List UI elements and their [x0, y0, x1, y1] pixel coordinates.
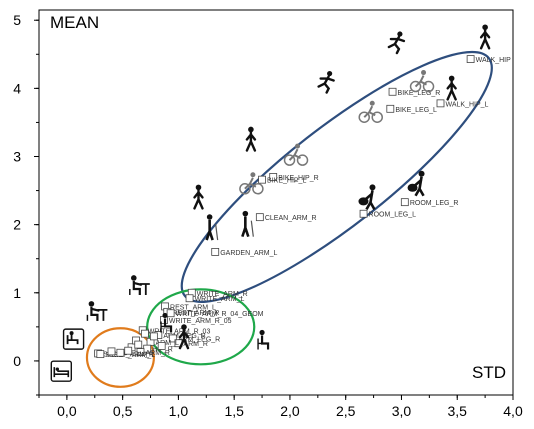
data-point-label: CLEAN_ARM_R [265, 215, 317, 222]
cyclist-icon [283, 143, 309, 166]
data-point-label: ROOM_LEG_R [410, 200, 459, 207]
std-label: STD [472, 363, 506, 382]
x-tick-label: 0,5 [113, 403, 133, 419]
vacuum-person-icon [407, 170, 425, 197]
plot-frame [38, 9, 514, 396]
data-point-label: WALK_HIP [476, 57, 511, 64]
data-point-label: SLEEP_ARM_L [105, 352, 155, 359]
mean-label: MEAN [50, 13, 99, 32]
data-point [107, 347, 116, 356]
y-tick-label: 1 [13, 285, 21, 301]
walking-person-icon [193, 184, 204, 210]
data-point-label: ARM_LEG_R [178, 336, 220, 343]
data-point-label: ARM_L [156, 340, 179, 347]
vacuum-person-icon [358, 184, 376, 211]
x-tick-label: 2,5 [336, 403, 356, 419]
y-tick-label: 2 [13, 217, 21, 233]
data-point-label: REST_ARM_R [172, 310, 219, 317]
data-point-label: ARM_R [145, 350, 170, 357]
data-point-label: BIKE_HIP_L [267, 178, 306, 185]
data-point [134, 340, 143, 349]
data-point [388, 87, 397, 96]
data-point [185, 294, 194, 303]
data-point-label: HIP_R [152, 347, 173, 354]
data-point [157, 342, 166, 350]
data-point [436, 99, 445, 108]
x-tick-label: 3,5 [448, 403, 468, 419]
data-point [258, 175, 266, 184]
y-tick-label: 4 [13, 80, 21, 96]
data-point-label: WRITE_ARM_R_03 [148, 328, 211, 335]
data-point [136, 348, 145, 356]
walking-person-icon [245, 126, 257, 152]
gardening-person-icon [205, 214, 219, 241]
y-tick-label: 0 [13, 353, 21, 369]
data-point [96, 350, 105, 359]
data-point [269, 173, 278, 181]
y-tick-label: 5 [13, 12, 21, 28]
seated-person-icon [257, 329, 270, 350]
data-point [166, 309, 175, 318]
activity-icons [50, 24, 491, 382]
data-point [168, 334, 177, 343]
y-tick-label: 3 [13, 149, 21, 165]
high-activity-cluster-ellipse [180, 50, 493, 303]
data-point [149, 332, 158, 341]
data-point [359, 209, 368, 218]
data-point-label: SLEEP_ARM_R [103, 351, 154, 358]
data-point-label: BIKE_HIP_R [278, 175, 318, 182]
walking-person-icon [446, 75, 457, 101]
running-person-icon [387, 31, 406, 55]
data-point-label: BIKE_LEG_L [395, 107, 437, 114]
data-point-label: WALK_HIP_L [446, 101, 489, 108]
data-point [211, 248, 220, 256]
data-point-label: WRITE_ARM_R_04_GEOM [176, 311, 264, 318]
data-point-label: GARDEN_ARM_L [220, 250, 277, 257]
bed-icon [50, 360, 73, 382]
data-point-label: ROOM_LEG_L [369, 212, 417, 219]
walking-person-icon [479, 24, 491, 50]
data-point [386, 104, 395, 113]
x-tick-label: 3,0 [392, 403, 412, 419]
desk-work-icon [86, 301, 108, 321]
plot-area [38, 9, 514, 396]
data-point [124, 346, 133, 355]
standing-person-icon [178, 324, 190, 350]
desk-work-icon [129, 275, 150, 295]
data-point [400, 198, 409, 207]
data-points: WALK_HIP BIKE_LEG_R BIKE_LEG_L WALK_HIP_L BI… [94, 55, 511, 359]
data-point-label: BIKE_LEG_R [398, 90, 441, 97]
x-tick-label: 0,0 [57, 403, 77, 419]
data-point [466, 55, 475, 63]
cyclist-icon [409, 70, 435, 93]
x-tick-label: 4,0 [503, 403, 523, 419]
data-point-label: WRITE_ARM_L [195, 296, 245, 303]
rest-cluster-ellipse [85, 327, 155, 388]
data-point-label: REST_ARM_L [170, 304, 216, 311]
data-point [141, 329, 149, 338]
cleaning-person-icon [241, 210, 254, 238]
x-tick-label: 1,0 [169, 403, 189, 419]
data-point-label: WRITE_ARM_R [197, 291, 248, 298]
data-point [255, 213, 264, 222]
data-point-label: WRITE_ARM_R_05 [169, 318, 232, 325]
data-point [116, 348, 125, 357]
cyclist-icon [358, 100, 383, 123]
light-activity-cluster-ellipse [146, 288, 256, 366]
armchair-icon [62, 328, 85, 350]
y-axis: 0 1 2 3 4 5 [13, 12, 39, 396]
cyclist-icon [239, 172, 264, 195]
x-axis: 0,0 0,5 1,0 1,5 2,0 2,5 3,0 3,5 4,0 [38, 395, 523, 419]
x-tick-label: 2,0 [280, 403, 300, 419]
running-person-icon [317, 70, 335, 94]
x-tick-label: 1,5 [224, 403, 244, 419]
data-point-label: ARM_R [183, 341, 208, 348]
seated-person-icon [160, 312, 173, 333]
